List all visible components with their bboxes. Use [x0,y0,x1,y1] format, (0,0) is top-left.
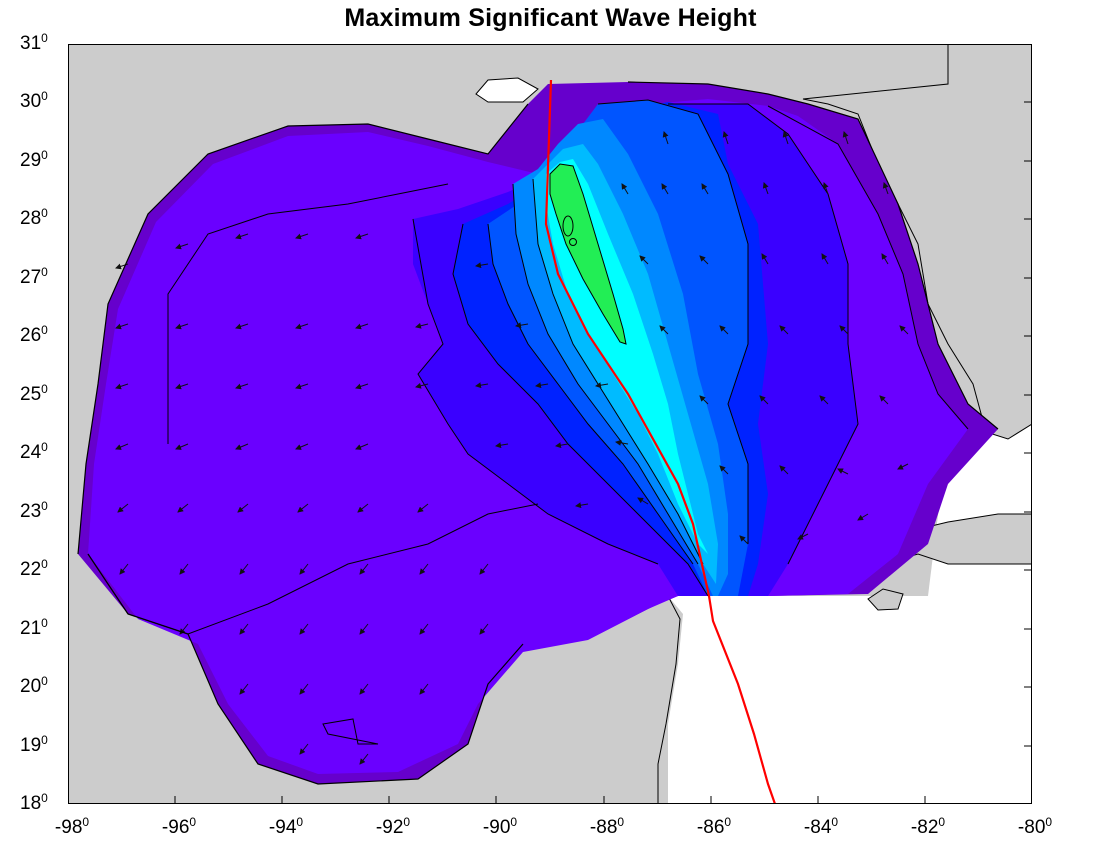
chart-title: Maximum Significant Wave Height [344,4,757,32]
y-tick-27: 270 [20,265,48,288]
y-tick-30: 300 [20,89,48,112]
x-tick-neg88: -880 [589,815,625,838]
map-plot-area [68,44,1032,804]
direction-vectors [115,131,909,765]
y-tick-25: 250 [20,382,48,405]
x-tick-neg80: -800 [1017,815,1053,838]
x-tick-neg84: -840 [803,815,839,838]
storm-track [544,79,777,804]
axis-ticks [174,101,1032,804]
caribbean-nodata-area [668,596,1032,804]
y-tick-26: 260 [20,323,48,346]
x-tick-neg86: -860 [696,815,732,838]
x-tick-neg94: -940 [268,815,304,838]
x-tick-neg90: -900 [482,815,518,838]
y-tick-29: 290 [20,148,48,171]
y-tick-19: 190 [20,733,48,756]
y-tick-22: 220 [20,557,48,580]
coastlines [77,81,999,785]
y-tick-18: 180 [20,791,48,814]
y-tick-21: 210 [20,616,48,639]
contour-band-9-max [549,163,627,345]
y-tick-23: 230 [20,499,48,522]
y-tick-28: 280 [20,206,48,229]
y-tick-20: 200 [20,674,48,697]
x-tick-neg92: -920 [375,815,411,838]
x-tick-neg98: -980 [54,815,90,838]
x-tick-neg96: -960 [161,815,197,838]
x-tick-neg82: -820 [910,815,946,838]
florida-land [802,44,1032,440]
y-tick-31: 310 [20,31,48,54]
y-tick-24: 240 [20,440,48,463]
